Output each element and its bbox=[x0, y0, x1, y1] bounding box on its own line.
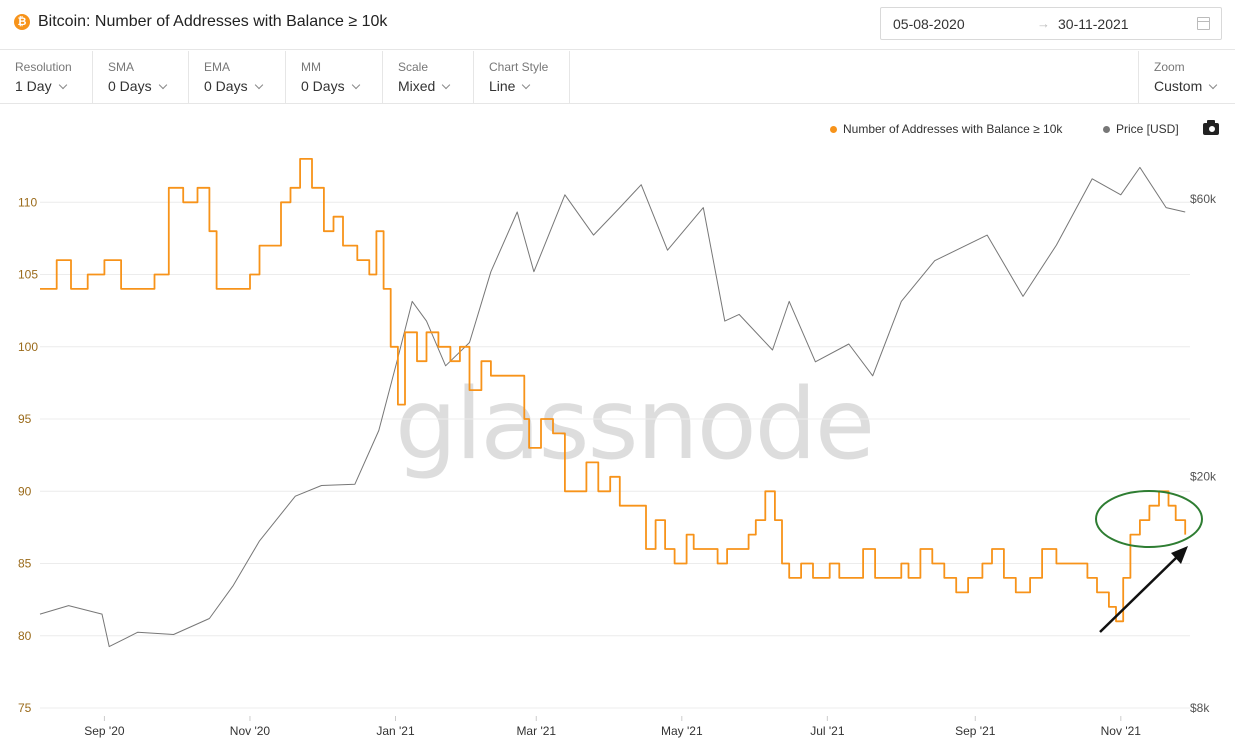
mm-label: MM bbox=[301, 60, 321, 74]
arrow-right-icon: → bbox=[1037, 16, 1050, 31]
x-tick-label: May '21 bbox=[661, 724, 703, 738]
resolution-label: Resolution bbox=[15, 60, 72, 74]
legend-dot-addresses bbox=[830, 125, 837, 133]
x-tick-label: Mar '21 bbox=[516, 724, 556, 738]
y-left-tick-label: 105 bbox=[18, 268, 38, 282]
camera-icon[interactable] bbox=[1203, 120, 1219, 135]
chevron-down-icon bbox=[351, 80, 360, 90]
mm-select[interactable]: MM 0 Days bbox=[286, 51, 383, 104]
x-tick-label: Nov '20 bbox=[230, 724, 271, 738]
series-line-price bbox=[39, 166, 1186, 648]
x-tick-label: Jul '21 bbox=[810, 724, 845, 738]
title-wrap: ₿ Bitcoin: Number of Addresses with Bala… bbox=[14, 13, 387, 31]
y-right-tick-label: $60k bbox=[1190, 192, 1217, 206]
chart-style-select[interactable]: Chart Style Line bbox=[474, 51, 570, 104]
y-left-tick-label: 75 bbox=[18, 701, 32, 715]
ema-value[interactable]: 0 Days bbox=[204, 78, 263, 94]
y-left-tick-label: 95 bbox=[18, 412, 32, 426]
zoom-value[interactable]: Custom bbox=[1154, 78, 1218, 94]
sma-value[interactable]: 0 Days bbox=[108, 78, 167, 94]
mm-value[interactable]: 0 Days bbox=[301, 78, 360, 94]
resolution-value[interactable]: 1 Day bbox=[15, 78, 67, 94]
chart-area: Number of Addresses with Balance ≥ 10k P… bbox=[0, 105, 1235, 740]
calendar-icon[interactable] bbox=[1197, 17, 1210, 30]
zoom-select[interactable]: Zoom Custom bbox=[1138, 51, 1235, 104]
bitcoin-icon: ₿ bbox=[14, 14, 30, 30]
chevron-down-icon bbox=[522, 80, 531, 90]
y-right-tick-label: $20k bbox=[1190, 470, 1217, 484]
page-title: Bitcoin: Number of Addresses with Balanc… bbox=[38, 13, 388, 30]
chart-style-label: Chart Style bbox=[489, 60, 549, 74]
x-tick-label: Sep '21 bbox=[955, 724, 996, 738]
chevron-down-icon bbox=[254, 80, 263, 90]
annotation-ellipse bbox=[1095, 490, 1203, 548]
x-tick-label: Sep '20 bbox=[84, 724, 125, 738]
date-from-input[interactable]: 05-08-2020 bbox=[893, 16, 965, 32]
legend-item-price[interactable]: Price [USD] bbox=[1103, 122, 1179, 136]
legend-label-addresses: Number of Addresses with Balance ≥ 10k bbox=[843, 122, 1063, 136]
sma-label: SMA bbox=[108, 60, 135, 74]
chevron-down-icon bbox=[58, 80, 67, 90]
y-left-tick-label: 110 bbox=[18, 195, 37, 209]
y-right-tick-label: $8k bbox=[1190, 701, 1210, 715]
ema-label: EMA bbox=[204, 60, 231, 74]
y-left-tick-label: 100 bbox=[18, 340, 38, 354]
legend-label-price: Price [USD] bbox=[1116, 122, 1179, 136]
chart-toolbar: Resolution 1 Day SMA 0 Days EMA 0 Days M… bbox=[0, 51, 1235, 104]
annotation-arrow-head bbox=[1171, 546, 1188, 564]
chevron-down-icon bbox=[1208, 80, 1218, 90]
chevron-down-icon bbox=[158, 80, 167, 90]
scale-value[interactable]: Mixed bbox=[398, 78, 451, 94]
scale-label: Scale bbox=[398, 60, 429, 74]
watermark: glassnode bbox=[395, 368, 875, 482]
chart-style-value[interactable]: Line bbox=[489, 78, 531, 94]
x-tick-label: Jan '21 bbox=[376, 724, 415, 738]
y-left-tick-label: 85 bbox=[18, 557, 32, 571]
resolution-select[interactable]: Resolution 1 Day bbox=[0, 51, 93, 104]
date-to-input[interactable]: 30-11-2021 bbox=[1058, 16, 1129, 32]
legend-dot-price bbox=[1103, 125, 1110, 133]
sma-select[interactable]: SMA 0 Days bbox=[93, 51, 189, 104]
annotation-arrow-shaft bbox=[1099, 556, 1178, 633]
x-tick-label: Nov '21 bbox=[1101, 724, 1142, 738]
scale-select[interactable]: Scale Mixed bbox=[383, 51, 474, 104]
chart-header: ₿ Bitcoin: Number of Addresses with Bala… bbox=[0, 0, 1235, 50]
date-range-picker[interactable]: 05-08-2020 → 30-11-2021 bbox=[880, 7, 1222, 40]
zoom-label: Zoom bbox=[1154, 60, 1185, 74]
legend-item-addresses[interactable]: Number of Addresses with Balance ≥ 10k bbox=[830, 122, 1062, 136]
y-left-tick-label: 80 bbox=[18, 629, 32, 643]
chart-svg: 110 105 100 95 90 85 80 75 $60k $20k $8k Sep '20 Nov… bbox=[18, 158, 1217, 738]
y-left-tick-label: 90 bbox=[18, 484, 32, 498]
series-line-addresses bbox=[40, 158, 1187, 623]
chevron-down-icon bbox=[442, 80, 451, 90]
ema-select[interactable]: EMA 0 Days bbox=[189, 51, 286, 104]
